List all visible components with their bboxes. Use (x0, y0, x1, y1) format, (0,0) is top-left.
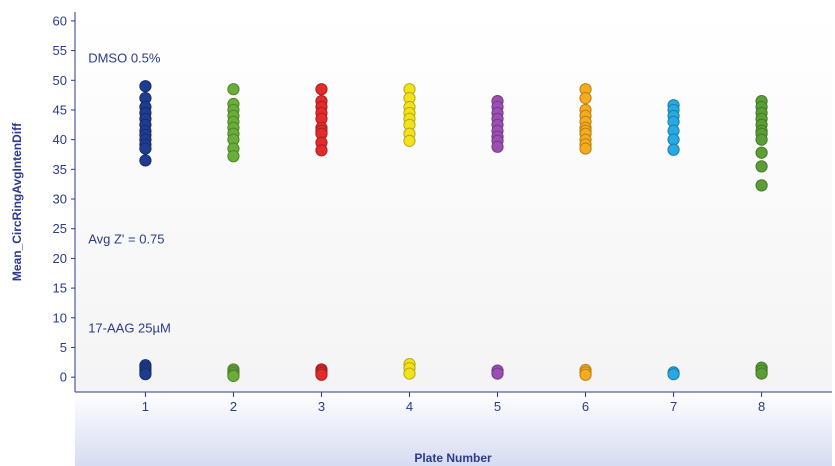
x-tick-label: 2 (230, 399, 237, 414)
series-plate-8 (755, 94, 768, 380)
annotation-label: DMSO 0.5% (88, 50, 161, 65)
data-point (139, 368, 152, 381)
y-tick-label: 55 (53, 43, 67, 58)
data-point (315, 144, 328, 157)
data-point (755, 367, 768, 380)
series-plate-1 (139, 80, 152, 381)
data-point (667, 143, 680, 156)
data-points (139, 80, 768, 383)
annotation-label: 17-AAG 25µM (88, 321, 171, 336)
annotations: DMSO 0.5% Avg Z' = 0.75 17-AAG 25µM (88, 50, 171, 335)
x-tick-label: 7 (670, 399, 677, 414)
data-point (579, 368, 592, 381)
data-point (491, 367, 504, 380)
data-point (755, 133, 768, 146)
y-tick-label: 5 (60, 340, 67, 355)
series-plate-7 (667, 99, 680, 381)
data-point (315, 368, 328, 381)
data-point (139, 142, 152, 155)
y-tick-label: 20 (53, 251, 67, 266)
data-point (139, 154, 152, 167)
series-plate-5 (491, 94, 504, 380)
x-tick-label: 3 (318, 399, 325, 414)
y-tick-label: 40 (53, 132, 67, 147)
data-point (755, 160, 768, 173)
y-tick-label: 45 (53, 102, 67, 117)
data-point (491, 140, 504, 153)
y-tick-label: 10 (53, 310, 67, 325)
y-axis-title: Mean_CircRingAvgIntenDiff (10, 122, 24, 281)
x-tick-label: 6 (582, 399, 589, 414)
series-plate-3 (315, 83, 328, 381)
x-tick-label: 8 (758, 399, 765, 414)
x-tick-label: 1 (142, 399, 149, 414)
x-axis: 1 2 3 4 5 6 7 8 (75, 391, 832, 414)
data-point (403, 134, 416, 147)
y-tick-label: 25 (53, 221, 67, 236)
y-tick-label: 60 (53, 13, 67, 28)
data-point (315, 83, 328, 96)
annotation-label: Avg Z' = 0.75 (88, 232, 164, 247)
y-tick-label: 15 (53, 281, 67, 296)
x-axis-band (75, 392, 832, 466)
y-tick-label: 30 (53, 192, 67, 207)
x-tick-label: 4 (406, 399, 413, 414)
data-point (227, 150, 240, 163)
plot-background (75, 12, 832, 392)
data-point (403, 367, 416, 380)
data-point (579, 142, 592, 155)
data-point (667, 133, 680, 146)
data-point (139, 80, 152, 93)
x-axis-title: Plate Number (414, 451, 492, 465)
y-axis: 0 5 10 15 20 25 30 35 40 45 50 55 60 (53, 12, 76, 392)
x-tick-label: 5 (494, 399, 501, 414)
data-point (755, 146, 768, 159)
y-tick-label: 35 (53, 162, 67, 177)
data-point (227, 83, 240, 96)
series-plate-6 (579, 83, 592, 381)
data-point (667, 368, 680, 381)
series-plate-4 (403, 83, 416, 380)
data-point (579, 91, 592, 105)
data-point (755, 179, 768, 192)
series-plate-2 (227, 83, 240, 383)
y-tick-label: 50 (53, 73, 67, 88)
data-point (227, 369, 240, 383)
y-tick-label: 0 (60, 370, 67, 385)
